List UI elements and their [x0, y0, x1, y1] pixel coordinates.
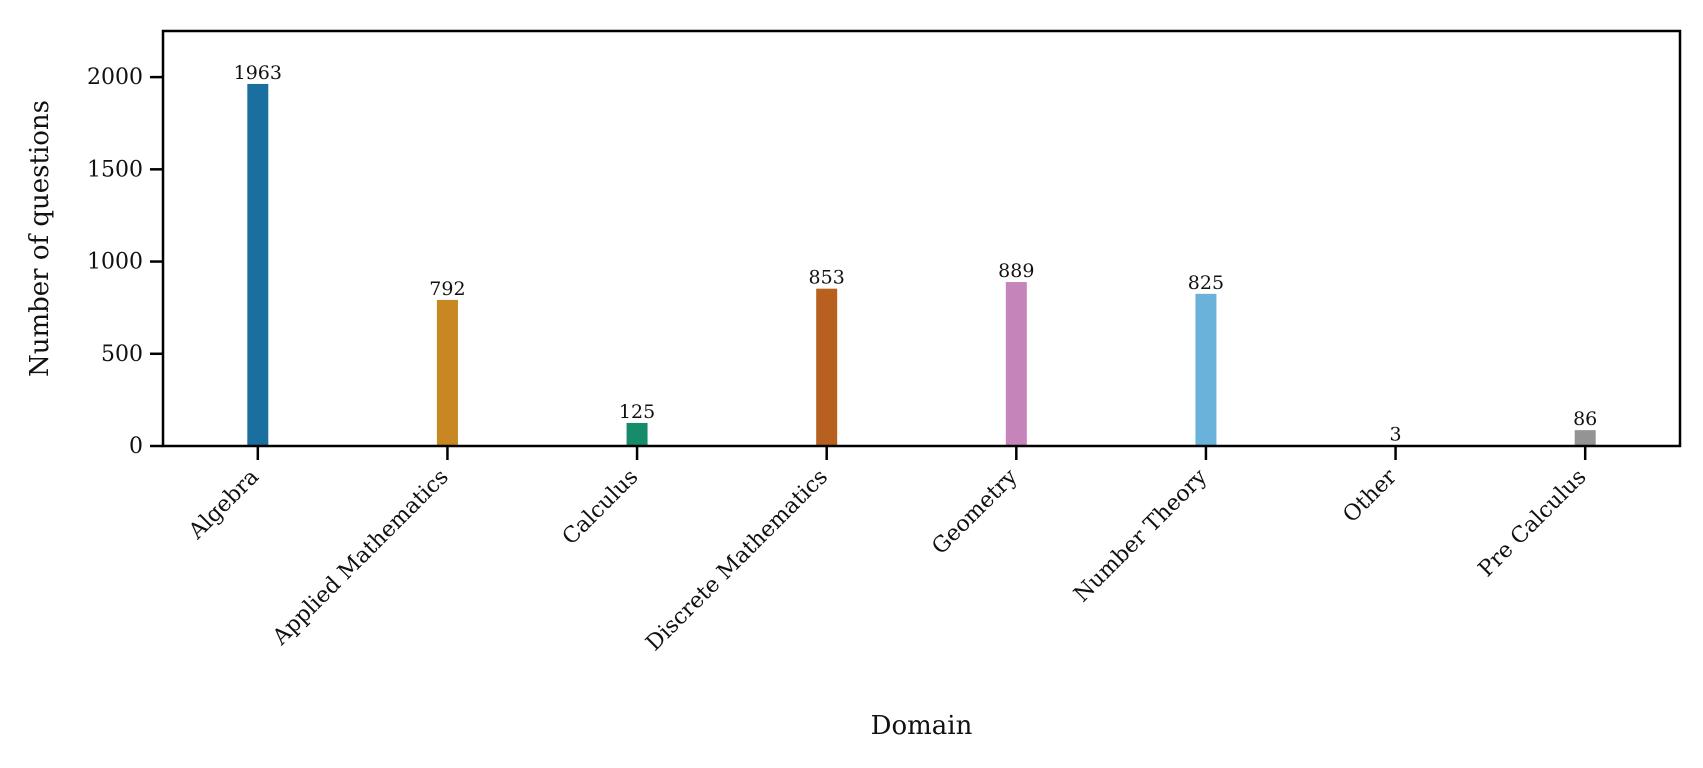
bar-calculus [626, 422, 648, 446]
y-tick-label-0: 0 [129, 434, 143, 459]
bar-pre-calculus [1574, 430, 1596, 446]
y-axis: 0 500 1000 1500 2000 [87, 65, 163, 459]
y-tick-label-1500: 1500 [87, 157, 143, 182]
y-tick-label-500: 500 [101, 342, 143, 367]
x-tick-label-pre-calculus: Pre Calculus [1474, 465, 1592, 583]
data-labels-group: 1963 792 125 853 889 825 3 86 [234, 62, 1598, 446]
x-tick-label-discrete-mathematics: Discrete Mathematics [641, 465, 833, 657]
data-label-applied-mathematics: 792 [429, 278, 465, 300]
bar-discrete-mathematics [816, 288, 838, 446]
y-tick-label-1000: 1000 [87, 250, 143, 275]
x-tick-label-number-theory: Number Theory [1069, 464, 1212, 607]
y-axis-title: Number of questions [25, 100, 55, 377]
y-tick-label-2000: 2000 [87, 65, 143, 90]
x-tick-label-algebra: Algebra [184, 465, 264, 545]
data-label-pre-calculus: 86 [1573, 408, 1597, 430]
data-label-algebra: 1963 [234, 62, 282, 84]
x-tick-label-calculus: Calculus [558, 465, 644, 551]
bar-geometry [1005, 282, 1027, 446]
bar-applied-mathematics [436, 299, 458, 446]
bars-group [247, 83, 1596, 447]
data-label-other: 3 [1390, 423, 1402, 445]
bar-number-theory [1195, 293, 1217, 446]
data-label-number-theory: 825 [1188, 272, 1224, 294]
x-axis: Algebra Applied Mathematics CalculusDiscre… [184, 446, 1592, 657]
data-label-calculus: 125 [619, 401, 655, 423]
x-axis-title: Domain [871, 711, 973, 741]
x-tick-label-applied-mathematics: Applied Mathematics [267, 465, 453, 651]
data-label-geometry: 889 [998, 260, 1034, 282]
data-label-discrete-mathematics: 853 [809, 267, 845, 289]
x-tick-label-other: Other [1338, 464, 1402, 528]
plot-frame [161, 29, 1682, 448]
x-tick-label-geometry: Geometry [927, 464, 1023, 560]
bar-algebra [247, 83, 269, 447]
